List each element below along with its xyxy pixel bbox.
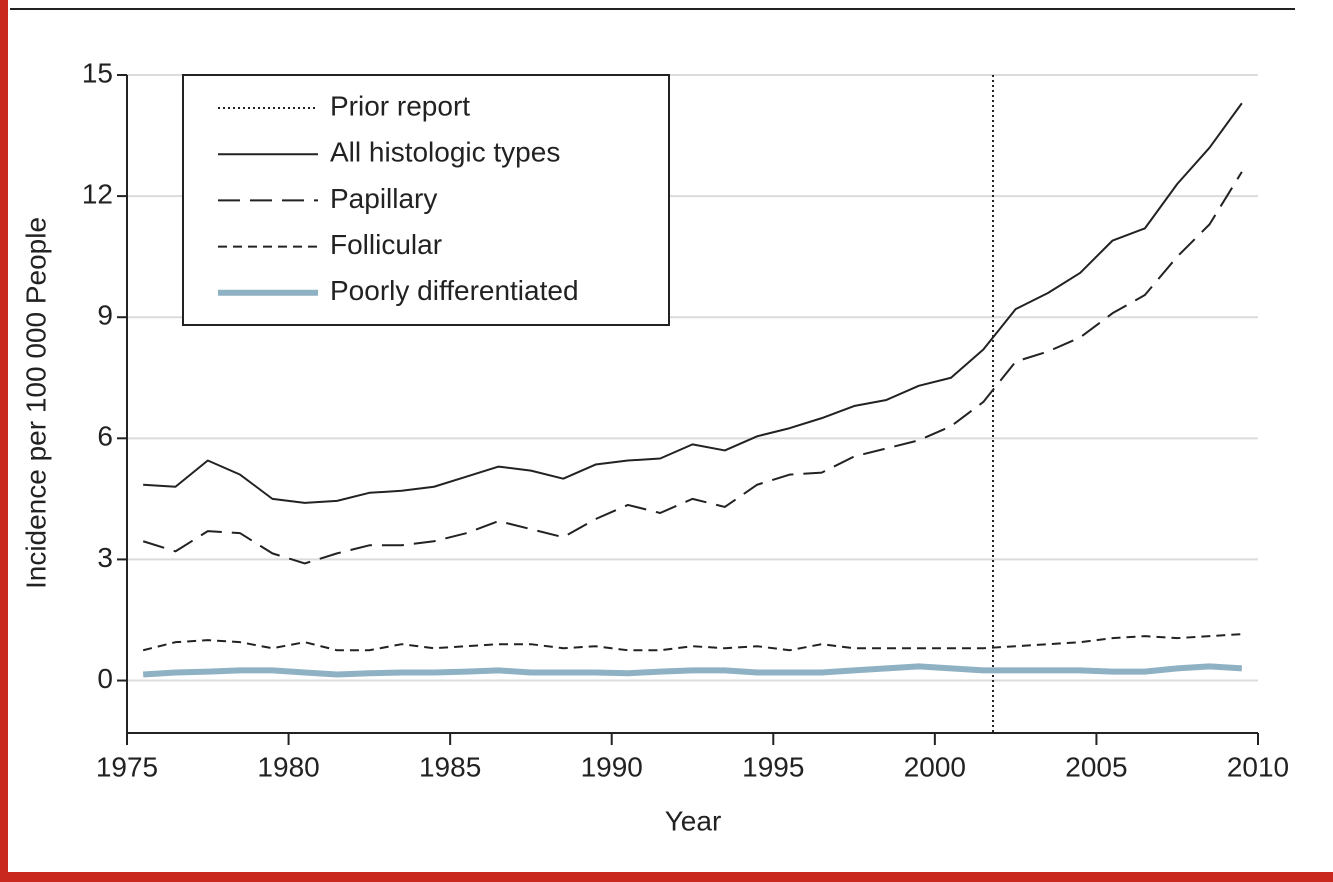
- x-tick-label: 1995: [742, 751, 804, 782]
- x-tick-label: 1990: [581, 751, 643, 782]
- x-tick-label: 2000: [904, 751, 966, 782]
- frame: Incidence per 100 000 People Year 0 3 6 9 12…: [8, 0, 1333, 872]
- legend: Prior report All histologic types Papillar…: [182, 74, 670, 326]
- chart: Incidence per 100 000 People Year 0 3 6 9 12…: [10, 8, 1295, 836]
- y-tick-label: 15: [82, 57, 113, 88]
- y-tick-label: 12: [82, 178, 113, 209]
- legend-label: Papillary: [330, 183, 437, 214]
- y-axis-label: Incidence per 100 000 People: [20, 217, 51, 589]
- series-line: [142, 633, 1242, 652]
- legend-label: All histologic types: [330, 137, 560, 168]
- legend-label: Prior report: [330, 90, 470, 121]
- x-tick-label: 1980: [257, 751, 319, 782]
- y-tick-label: 9: [97, 300, 113, 331]
- x-tick-label: 2005: [1065, 751, 1127, 782]
- x-tick-label: 1985: [419, 751, 481, 782]
- y-tick-label: 6: [97, 421, 113, 452]
- x-tick-label: 2010: [1227, 751, 1289, 782]
- y-tick-label: 3: [97, 542, 113, 573]
- x-tick-label: 1975: [96, 751, 158, 782]
- series-line: [143, 102, 1243, 504]
- legend-label: Follicular: [330, 229, 442, 260]
- series-line: [142, 663, 1243, 678]
- y-tick-label: 0: [97, 663, 113, 694]
- legend-label: Poorly differentiated: [330, 275, 579, 306]
- x-axis-label: Year: [665, 805, 722, 836]
- series-line: [142, 171, 1243, 565]
